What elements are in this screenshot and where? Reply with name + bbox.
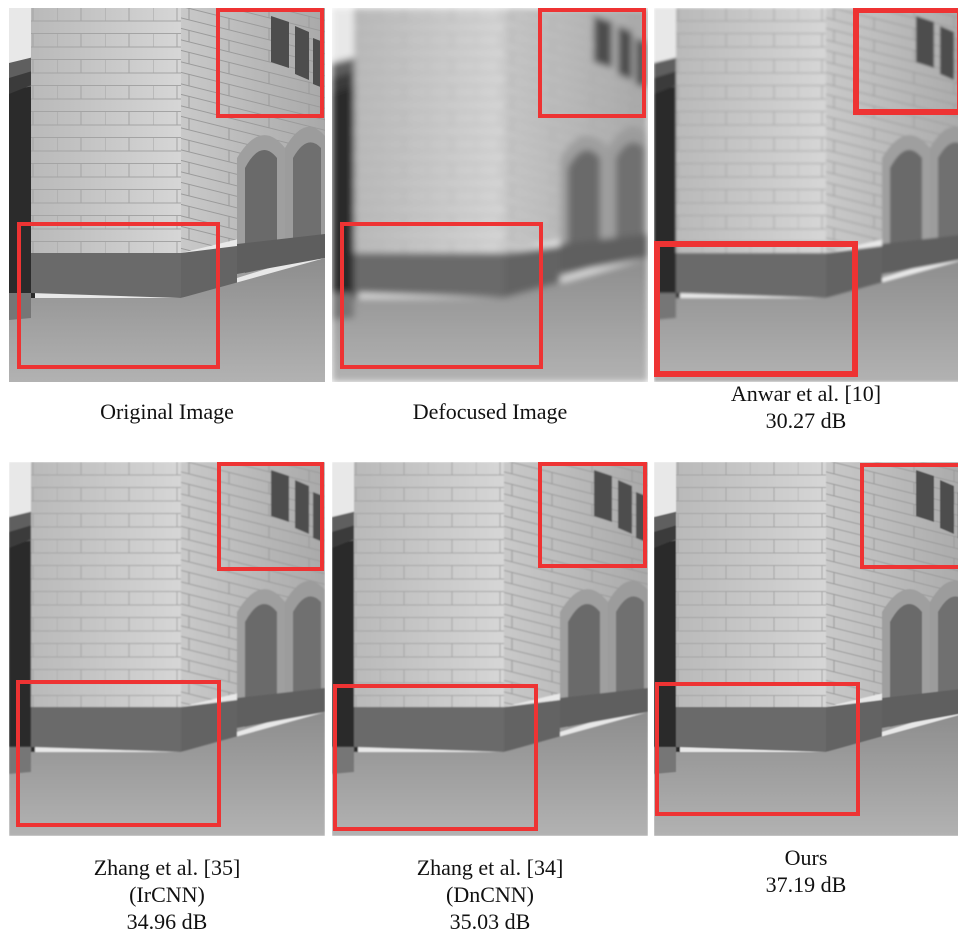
building-photo-anwar [654,8,958,382]
highlight-box-top-right [216,8,324,118]
highlight-box-bottom-left [655,682,860,816]
building-photo-dncnn [332,462,648,836]
image-panel-defocused [332,8,648,382]
caption-ours: Ours 37.19 dB [654,844,958,898]
caption-dncnn: Zhang et al. [34] (DnCNN) 35.03 dB [332,854,648,935]
highlight-box-bottom-left [16,680,221,827]
caption-line: Anwar et al. [10] [730,381,882,406]
caption-ircnn: Zhang et al. [35] (IrCNN) 34.96 dB [9,854,325,935]
caption-line: Defocused Image [412,399,568,424]
highlight-box-bottom-left [333,684,538,831]
building-photo-ours [654,462,958,836]
building-photo-ircnn [9,462,325,836]
highlight-box-top-right [860,463,958,569]
highlight-box-bottom-left [654,241,858,377]
caption-line: Zhang et al. [35] [93,855,241,880]
image-panel-dncnn [332,462,648,836]
caption-anwar: Anwar et al. [10] 30.27 dB [654,380,958,434]
image-panel-original [9,8,325,382]
caption-method: (IrCNN) [129,882,205,907]
building-photo-blurred [332,8,648,382]
caption-line: Original Image [100,399,234,424]
highlight-box-top-right [538,8,646,118]
highlight-box-top-right [217,462,324,571]
highlight-box-top-right [538,462,647,568]
highlight-box-bottom-left [17,222,220,369]
caption-defocused: Defocused Image [332,398,648,425]
caption-method: (DnCNN) [446,882,534,907]
highlight-box-bottom-left [340,222,543,369]
image-panel-ours [654,462,958,836]
image-panel-ircnn [9,462,325,836]
caption-psnr: 30.27 dB [765,408,847,433]
highlight-box-top-right [853,8,958,115]
caption-line: Zhang et al. [34] [416,855,564,880]
image-panel-anwar [654,8,958,382]
caption-psnr: 35.03 dB [449,909,531,934]
caption-line: Ours [784,845,828,870]
building-photo [9,8,325,382]
caption-original: Original Image [9,398,325,425]
caption-psnr: 37.19 dB [765,872,847,897]
caption-psnr: 34.96 dB [126,909,208,934]
